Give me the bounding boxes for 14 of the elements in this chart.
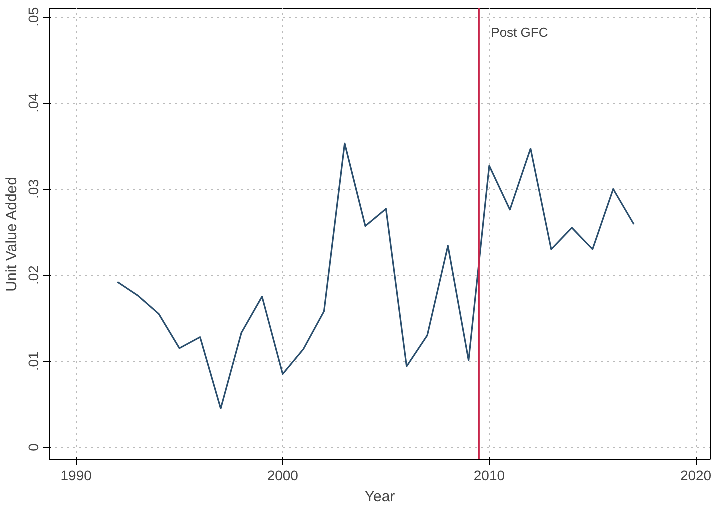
y-axis-title: Unit Value Added bbox=[4, 177, 20, 292]
y-tick-label: 0 bbox=[26, 443, 42, 452]
y-tick-label: .04 bbox=[26, 93, 42, 113]
y-tick-label: .03 bbox=[26, 179, 42, 199]
x-tick-label: 2020 bbox=[680, 468, 712, 484]
x-tick-label: 2000 bbox=[267, 468, 299, 484]
ref-line-label: Post GFC bbox=[491, 25, 548, 40]
y-tick-label: .01 bbox=[26, 351, 42, 372]
x-tick-label: 1990 bbox=[60, 468, 92, 484]
line-series bbox=[116, 142, 635, 410]
x-tick-label: 2010 bbox=[474, 468, 506, 484]
y-tick-label: .05 bbox=[26, 7, 42, 27]
y-tick-label: .02 bbox=[26, 265, 42, 286]
x-axis-title: Year bbox=[364, 488, 396, 506]
